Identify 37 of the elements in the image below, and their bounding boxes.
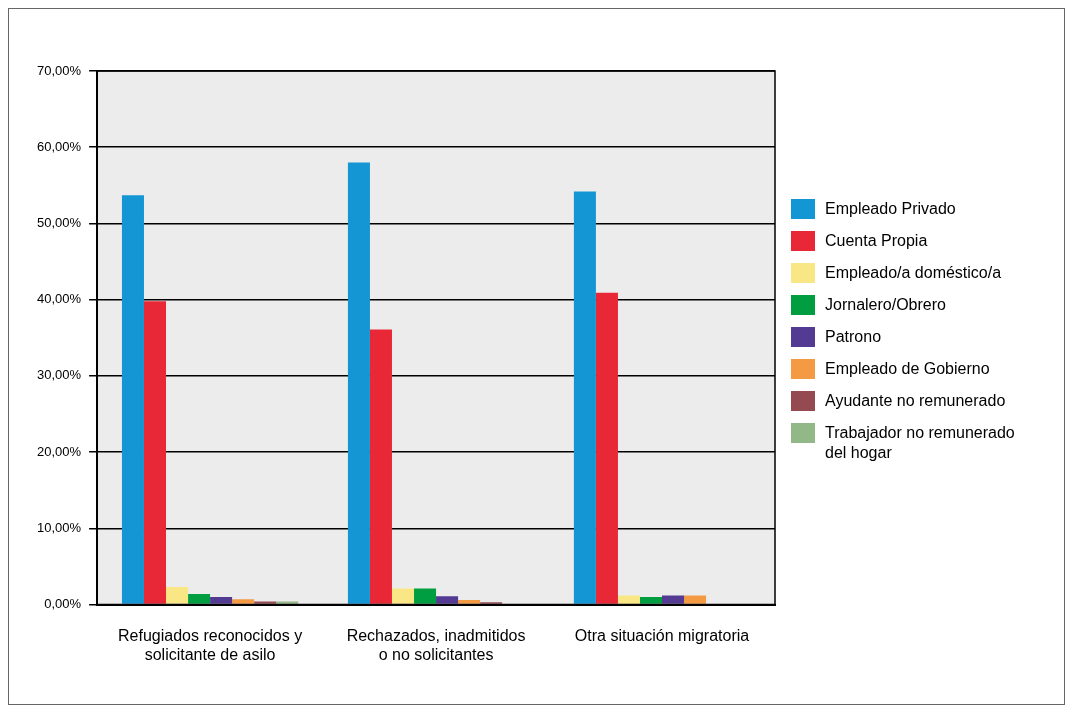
x-tick-label: Otra situación migratoria xyxy=(574,626,750,644)
y-tick-label: 30,00% xyxy=(37,367,82,383)
legend-label: Cuenta Propia xyxy=(825,231,929,251)
bar xyxy=(232,599,255,604)
bar xyxy=(639,596,663,604)
legend-label: Empleado/a doméstico/a xyxy=(825,263,1003,283)
legend-label: Trabajador no remunerado del hogar xyxy=(825,423,1016,463)
bar xyxy=(369,329,392,604)
y-tick-label: 0,00% xyxy=(44,596,82,612)
bar xyxy=(166,587,189,604)
bar xyxy=(391,588,415,604)
bar xyxy=(347,162,370,604)
bar xyxy=(436,596,459,604)
legend-label: Patrono xyxy=(825,327,883,347)
bar xyxy=(662,595,685,604)
legend-label: Empleado de Gobierno xyxy=(825,359,991,379)
legend-label: Empleado Privado xyxy=(825,199,957,219)
y-tick-label: 50,00% xyxy=(37,215,82,231)
legend-label: Jornalero/Obrero xyxy=(825,295,947,315)
bar xyxy=(684,595,707,604)
y-tick-label: 40,00% xyxy=(37,291,82,307)
bar xyxy=(210,596,233,604)
y-tick-label: 10,00% xyxy=(37,519,82,535)
bar xyxy=(414,588,437,604)
bar xyxy=(143,301,167,604)
bar xyxy=(121,195,144,604)
y-tick-label: 60,00% xyxy=(37,138,82,154)
bar xyxy=(573,191,596,604)
legend-label: Ayudante no remunerado xyxy=(825,391,1007,411)
bar xyxy=(458,600,481,604)
bar xyxy=(188,593,211,604)
y-tick-label: 20,00% xyxy=(37,443,82,459)
y-tick-label: 70,00% xyxy=(37,62,82,78)
bar xyxy=(617,595,640,604)
bar xyxy=(595,292,618,604)
x-tick-label: Rechazados, inadmitidos o no solicitantes xyxy=(346,626,526,663)
x-tick-label: Refugiados reconocidos y solicitante de asilo xyxy=(118,626,303,663)
